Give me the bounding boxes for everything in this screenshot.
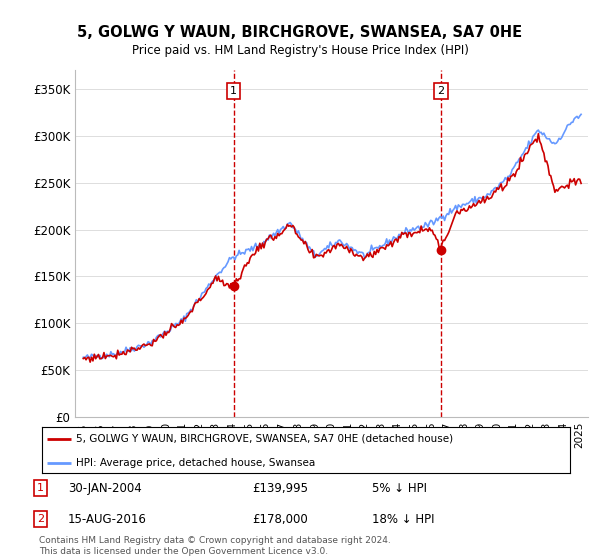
Text: 2: 2 (37, 514, 44, 524)
Text: £139,995: £139,995 (252, 482, 308, 495)
Text: £178,000: £178,000 (252, 512, 308, 526)
Text: 18% ↓ HPI: 18% ↓ HPI (372, 512, 434, 526)
Text: 5% ↓ HPI: 5% ↓ HPI (372, 482, 427, 495)
Text: 30-JAN-2004: 30-JAN-2004 (68, 482, 142, 495)
Text: 15-AUG-2016: 15-AUG-2016 (68, 512, 146, 526)
Text: Price paid vs. HM Land Registry's House Price Index (HPI): Price paid vs. HM Land Registry's House … (131, 44, 469, 57)
Text: 5, GOLWG Y WAUN, BIRCHGROVE, SWANSEA, SA7 0HE (detached house): 5, GOLWG Y WAUN, BIRCHGROVE, SWANSEA, SA… (76, 434, 454, 444)
Text: 1: 1 (37, 483, 44, 493)
Text: HPI: Average price, detached house, Swansea: HPI: Average price, detached house, Swan… (76, 458, 316, 468)
Text: 5, GOLWG Y WAUN, BIRCHGROVE, SWANSEA, SA7 0HE: 5, GOLWG Y WAUN, BIRCHGROVE, SWANSEA, SA… (77, 25, 523, 40)
Text: 2: 2 (437, 86, 445, 96)
Text: Contains HM Land Registry data © Crown copyright and database right 2024.
This d: Contains HM Land Registry data © Crown c… (39, 536, 391, 556)
Text: 1: 1 (230, 86, 237, 96)
